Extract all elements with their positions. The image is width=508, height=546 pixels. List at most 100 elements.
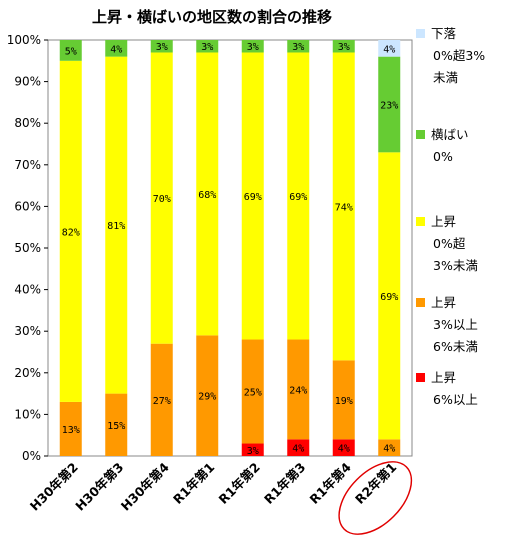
category-label: H30年第3 xyxy=(72,460,126,514)
data-label: 13% xyxy=(62,425,80,436)
y-tick-label: 50% xyxy=(14,241,41,255)
y-tick-label: 20% xyxy=(14,366,41,380)
y-tick-label: 70% xyxy=(14,158,41,172)
y-tick-label: 0% xyxy=(22,449,41,463)
legend-label: 0%超3% xyxy=(433,48,485,63)
data-label: 74% xyxy=(335,202,353,213)
data-label: 23% xyxy=(380,100,398,111)
legend-label: 上昇 xyxy=(431,214,456,229)
data-label: 3% xyxy=(247,446,259,457)
y-tick-label: 60% xyxy=(14,199,41,213)
data-label: 25% xyxy=(244,388,262,399)
category-labels: H30年第2H30年第3H30年第4R1年第1R1年第2R1年第3R1年第4R2… xyxy=(27,459,413,535)
legend-swatch xyxy=(416,298,425,307)
data-label: 68% xyxy=(198,190,216,201)
data-label: 19% xyxy=(335,396,353,407)
bar-segment xyxy=(332,439,355,456)
y-tick-label: 100% xyxy=(7,33,41,47)
y-tick-label: 80% xyxy=(14,116,41,130)
legend-swatch xyxy=(416,29,425,38)
category-label: H30年第2 xyxy=(27,460,81,514)
legend-swatch xyxy=(416,217,425,226)
bar-segment xyxy=(196,335,219,456)
y-tick-label: 10% xyxy=(14,407,41,421)
bar-segment xyxy=(150,52,173,344)
data-label: 4% xyxy=(383,44,395,55)
data-label: 69% xyxy=(380,292,398,303)
data-label: 4% xyxy=(110,44,122,55)
bar-segment xyxy=(378,56,401,153)
bar-segment xyxy=(287,40,310,53)
data-label: 82% xyxy=(62,227,80,238)
data-label: 4% xyxy=(383,444,395,455)
bar-segment xyxy=(150,40,173,53)
data-label: 69% xyxy=(244,192,262,203)
legend-label: 3%以上 xyxy=(433,317,478,332)
bar-segment xyxy=(332,360,355,440)
legend-label: 未満 xyxy=(433,70,458,85)
bar-segment xyxy=(196,40,219,53)
y-tick-label: 90% xyxy=(14,75,41,89)
highlight-circle xyxy=(338,461,413,535)
data-label: 3% xyxy=(292,42,304,53)
data-label: 3% xyxy=(247,42,259,53)
bar-segment xyxy=(59,401,82,456)
bar-segment xyxy=(59,60,82,402)
bar-segment xyxy=(378,439,401,456)
data-label: 3% xyxy=(156,42,168,53)
bar-segment xyxy=(378,40,401,57)
data-label: 81% xyxy=(107,221,125,232)
y-tick-label: 30% xyxy=(14,324,41,338)
bar-segment xyxy=(105,40,128,57)
data-label: 3% xyxy=(338,42,350,53)
data-labels: 13% 82% 5% 15% 81% 4% 27% 70% 3% 29% 68% 3% 3% 25% 69%… xyxy=(62,42,399,457)
bar-segment xyxy=(241,339,264,444)
bar-segment xyxy=(332,52,355,361)
chart-title: 上昇・横ばいの地区数の割合の推移 xyxy=(92,8,332,26)
bars xyxy=(59,40,401,456)
legend-swatch xyxy=(416,130,425,139)
data-label: 69% xyxy=(289,192,307,203)
data-label: 3% xyxy=(201,42,213,53)
category-label: R1年第2 xyxy=(215,460,262,507)
data-label: 15% xyxy=(107,421,125,432)
category-label: R1年第1 xyxy=(170,460,217,507)
bar-segment xyxy=(105,393,128,456)
bar-segment xyxy=(241,52,264,340)
data-label: 4% xyxy=(338,444,350,455)
bar-segment xyxy=(378,152,401,440)
legend-label: 下落 xyxy=(431,26,457,41)
plot-frame xyxy=(47,39,413,457)
legend-label: 横ばい xyxy=(431,127,469,142)
bar-segment xyxy=(241,40,264,53)
category-label: H30年第4 xyxy=(118,459,172,513)
data-label: 4% xyxy=(292,444,304,455)
category-label: R1年第4 xyxy=(306,459,354,507)
bar-segment xyxy=(332,40,355,53)
data-label: 29% xyxy=(198,392,216,403)
legend-label: 上昇 xyxy=(431,370,456,385)
y-tick-label: 40% xyxy=(14,283,41,297)
category-label: R1年第3 xyxy=(261,460,308,507)
bar-segment xyxy=(196,52,219,336)
bar-segment xyxy=(241,443,264,456)
axes: 0% 10% 20% 30% 40% 50% 60% 70% 80% 90% 100% xyxy=(7,33,413,463)
data-label: 27% xyxy=(153,396,171,407)
bar-segment xyxy=(287,439,310,456)
legend-label: 6%未満 xyxy=(433,339,478,354)
bar-segment xyxy=(105,56,128,394)
legend-label: 3%未満 xyxy=(433,258,478,273)
data-label: 70% xyxy=(153,194,171,205)
bar-segment xyxy=(287,52,310,340)
legend-label: 6%以上 xyxy=(433,392,478,407)
data-label: 5% xyxy=(65,46,77,57)
legend-label: 0% xyxy=(433,149,453,164)
legend-swatch xyxy=(416,373,425,382)
bar-segment xyxy=(287,339,310,440)
bar-segment xyxy=(150,343,173,456)
bar-segment xyxy=(59,40,82,61)
data-label: 24% xyxy=(289,385,307,396)
legend-label: 上昇 xyxy=(431,295,456,310)
